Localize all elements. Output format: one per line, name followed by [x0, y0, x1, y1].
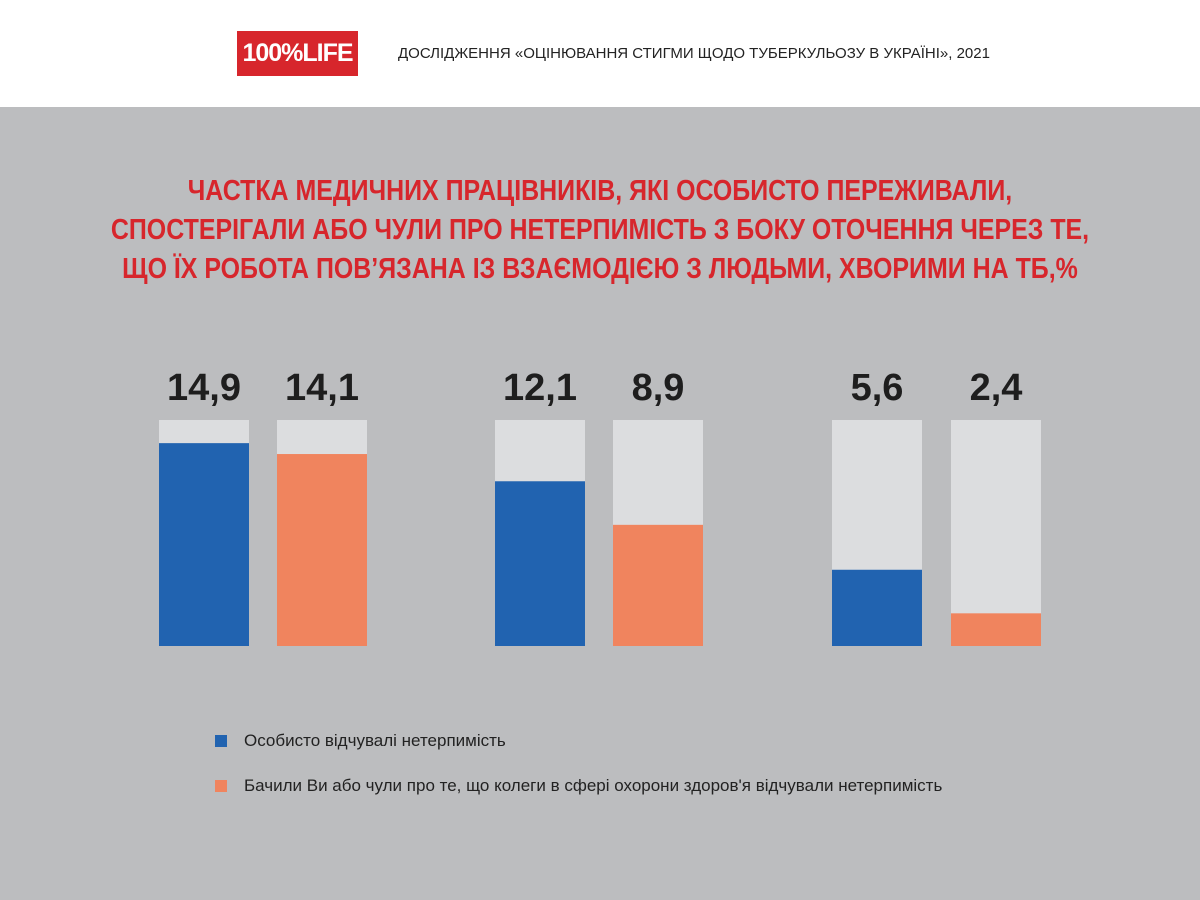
bar-2-2 [613, 524, 703, 646]
bar-chart: 14,9 14,1 12,1 8,9 5,6 2,4 [159, 367, 1041, 646]
legend-label-colleagues: Бачили Ви або чули про те, що колеги в с… [244, 776, 943, 795]
logo: 100%LIFE [237, 31, 358, 76]
data-label-3-2: 2,4 [970, 367, 1023, 409]
data-label-3-1: 5,6 [851, 367, 904, 409]
legend-item-personal: Особисто відчувалі нетерпимість [215, 731, 506, 751]
bar-2-1 [495, 481, 585, 646]
study-title: ДОСЛІДЖЕННЯ «ОЦІНЮВАННЯ СТИГМИ ЩОДО ТУБЕ… [398, 45, 990, 62]
legend-swatch-blue [215, 735, 227, 747]
legend-item-colleagues: Бачили Ви або чули про те, що колеги в с… [215, 776, 942, 796]
data-label-2-1: 12,1 [503, 367, 577, 409]
bar-3-1 [832, 569, 922, 646]
chart-title: ЧАСТКА МЕДИЧНИХ ПРАЦІВНИКІВ, ЯКІ ОСОБИСТ… [84, 172, 1116, 289]
bar-1-1 [159, 443, 249, 646]
legend-swatch-orange [215, 780, 227, 792]
data-label-1-1: 14,9 [167, 367, 241, 409]
bar-track [951, 420, 1041, 646]
bar-1-2 [277, 454, 367, 646]
legend-label-personal: Особисто відчувалі нетерпимість [244, 731, 506, 750]
data-label-2-2: 8,9 [632, 367, 685, 409]
data-label-1-2: 14,1 [285, 367, 359, 409]
bar-3-2 [951, 613, 1041, 646]
chart-title-line-2: СПОСТЕРІГАЛИ АБО ЧУЛИ ПРО НЕТЕРПИМІСТЬ З… [110, 214, 1090, 246]
header: 100%LIFE ДОСЛІДЖЕННЯ «ОЦІНЮВАННЯ СТИГМИ … [0, 0, 1200, 107]
chart-title-line-1: ЧАСТКА МЕДИЧНИХ ПРАЦІВНИКІВ, ЯКІ ОСОБИСТ… [187, 175, 1013, 207]
chart-title-line-3: ЩО ЇХ РОБОТА ПОВ’ЯЗАНА ІЗ ВЗАЄМОДІЄЮ З Л… [122, 253, 1078, 285]
